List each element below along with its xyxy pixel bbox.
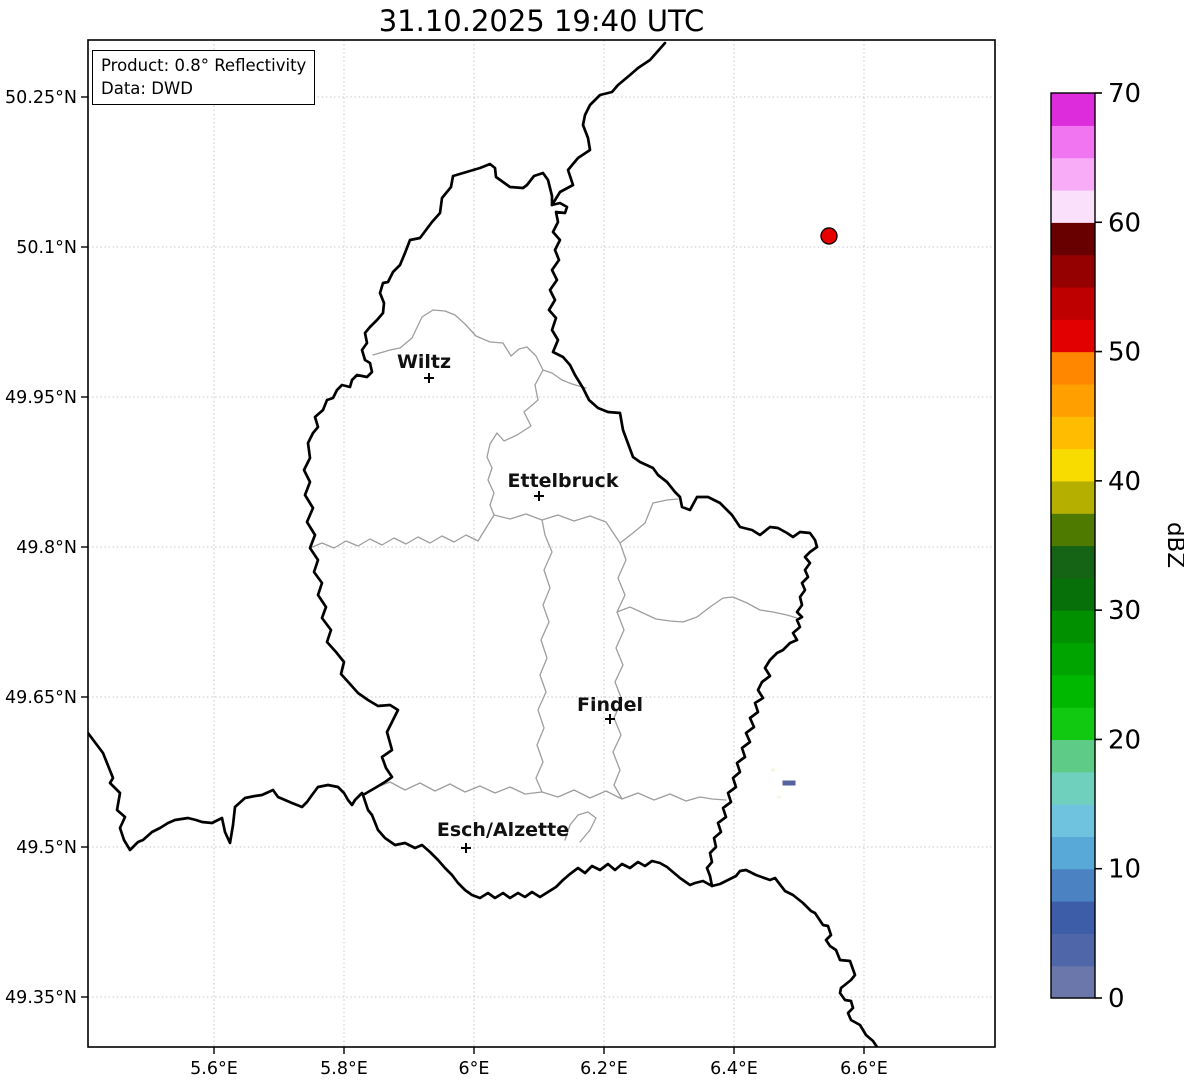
axes-frame (87, 39, 996, 1048)
info-box: Product: 0.8° Reflectivity Data: DWD (92, 50, 316, 106)
radar-echo-dot (820, 227, 838, 245)
border-france-germany-moselle (710, 868, 879, 1047)
x-tick-label: 6.6°E (840, 1059, 888, 1079)
info-data-line: Data: DWD (101, 79, 193, 99)
colorbar-segment (1051, 222, 1095, 256)
x-tick-label: 5.8°E (320, 1059, 368, 1079)
colorbar-segment (1051, 901, 1095, 934)
colorbar-segment (1051, 351, 1095, 385)
city-label: Wiltz (397, 351, 451, 373)
city-label: Esch/Alzette (437, 819, 569, 841)
colorbar-tick-label: 70 (1108, 79, 1141, 109)
colorbar-segment (1051, 254, 1095, 288)
y-tick-label: 49.35°N (5, 988, 77, 1008)
radar-echo-speckle (777, 795, 781, 799)
y-tick-label: 50.25°N (5, 88, 77, 108)
colorbar-segment (1051, 642, 1095, 676)
y-tick-label: 49.65°N (5, 688, 77, 708)
colorbar-tick-label: 50 (1108, 338, 1141, 368)
colorbar-segment (1051, 189, 1095, 223)
colorbar-segment (1051, 93, 1095, 126)
border-belgium-germany (550, 41, 667, 207)
colorbar-segment (1051, 513, 1095, 547)
colorbar-segment (1051, 804, 1095, 837)
y-tick-label: 49.8°N (16, 538, 77, 558)
colorbar-outline (1050, 92, 1096, 999)
figure-title: 31.10.2025 19:40 UTC (378, 4, 705, 38)
colorbar-segment (1051, 545, 1095, 579)
x-tick-label: 6.4°E (710, 1059, 758, 1079)
colorbar-segment (1051, 286, 1095, 320)
colorbar-segment (1051, 125, 1095, 159)
colorbar-tick-label: 40 (1108, 467, 1141, 497)
colorbar-segment (1051, 933, 1095, 967)
colorbar-segment (1051, 610, 1095, 644)
radar-echoes (771, 227, 838, 799)
x-tick-label: 6.2°E (580, 1059, 628, 1079)
colorbar-segment (1051, 771, 1095, 805)
colorbar-segment (1051, 707, 1095, 741)
colorbar-segment (1051, 448, 1095, 482)
info-product-line: Product: 0.8° Reflectivity (101, 56, 307, 75)
colorbar-segment (1051, 319, 1095, 353)
colorbar-segment (1051, 739, 1095, 773)
canton-borders (309, 309, 798, 843)
colorbar-segment (1051, 480, 1095, 514)
colorbar-segment (1051, 157, 1095, 191)
radar-echo-speckle (771, 768, 775, 772)
x-tick-label: 6°E (459, 1059, 490, 1079)
y-tick-label: 50.1°N (16, 238, 77, 258)
border-france-belgium (88, 731, 365, 852)
city-label: Findel (577, 694, 643, 716)
colorbar-segment (1051, 868, 1095, 902)
x-tick-label: 5.6°E (190, 1059, 238, 1079)
colorbar-segment (1051, 965, 1095, 999)
colorbar-segment (1051, 836, 1095, 870)
colorbar: 0 10 20 30 40 50 60 70 dBZ (1050, 79, 1184, 1014)
city-label: Ettelbruck (508, 470, 619, 492)
colorbar-segment (1051, 674, 1095, 708)
colorbar-axis-label: dBZ (1162, 522, 1184, 568)
colorbar-tick-label: 10 (1108, 855, 1141, 885)
axis-ticks: 5.6°E 5.8°E 6°E 6.2°E 6.4°E 6.6°E 50.25°N 50.1°… (5, 88, 888, 1079)
y-tick-label: 49.5°N (16, 838, 77, 858)
colorbar-segment (1051, 383, 1095, 417)
colorbar-tick-label: 20 (1108, 725, 1141, 755)
y-tick-label: 49.95°N (5, 388, 77, 408)
plot-background (88, 40, 995, 1047)
colorbar-segment (1051, 577, 1095, 611)
colorbar-tick-label: 60 (1108, 208, 1141, 238)
colorbar-segment (1051, 416, 1095, 450)
city-annotations: Wiltz Ettelbruck Findel Esch/Alzette (397, 351, 643, 853)
colorbar-tick-label: 30 (1108, 596, 1141, 626)
colorbar-tick-label: 0 (1108, 984, 1125, 1014)
radar-echo-dash (782, 780, 796, 786)
country-border-luxembourg (302, 162, 819, 900)
